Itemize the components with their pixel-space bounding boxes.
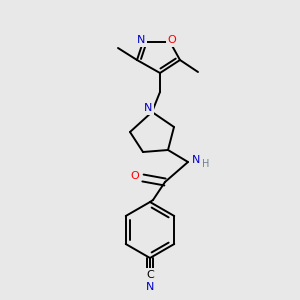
Text: N: N [192,155,200,165]
Text: C: C [146,270,154,280]
Text: H: H [202,159,210,169]
Text: O: O [168,35,176,45]
Text: N: N [146,282,154,292]
Text: N: N [144,103,152,113]
Text: N: N [137,35,145,45]
Text: O: O [130,171,140,181]
